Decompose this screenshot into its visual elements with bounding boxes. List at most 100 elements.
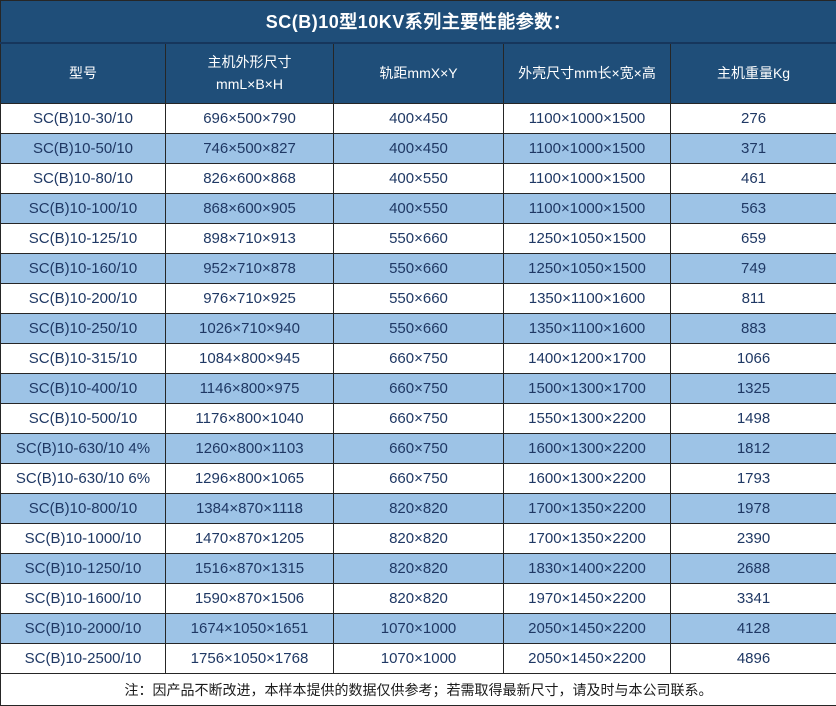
- table-cell: 1400×1200×1700: [504, 344, 671, 374]
- table-cell: 660×750: [334, 404, 504, 434]
- table-cell: 820×820: [334, 494, 504, 524]
- table-cell: 1600×1300×2200: [504, 434, 671, 464]
- table-cell: SC(B)10-400/10: [1, 374, 166, 404]
- table-cell: SC(B)10-315/10: [1, 344, 166, 374]
- table-cell: 1500×1300×1700: [504, 374, 671, 404]
- table-cell: 400×450: [334, 104, 504, 134]
- table-cell: SC(B)10-630/10 4%: [1, 434, 166, 464]
- table-cell: 1260×800×1103: [166, 434, 334, 464]
- table-cell: 820×820: [334, 584, 504, 614]
- table-cell: 820×820: [334, 554, 504, 584]
- table-cell: SC(B)10-80/10: [1, 164, 166, 194]
- table-cell: 1084×800×945: [166, 344, 334, 374]
- table-cell: 952×710×878: [166, 254, 334, 284]
- table-cell: 1978: [671, 494, 836, 524]
- col-header-model: 型号: [1, 43, 166, 104]
- table-cell: 2390: [671, 524, 836, 554]
- table-cell: SC(B)10-30/10: [1, 104, 166, 134]
- table-cell: SC(B)10-50/10: [1, 134, 166, 164]
- table-cell: 660×750: [334, 434, 504, 464]
- table-cell: 1350×1100×1600: [504, 314, 671, 344]
- table-cell: 1700×1350×2200: [504, 524, 671, 554]
- table-cell: 1350×1100×1600: [504, 284, 671, 314]
- table-cell: 1070×1000: [334, 614, 504, 644]
- table-cell: 400×550: [334, 194, 504, 224]
- col-header-track-gauge: 轨距mmX×Y: [334, 43, 504, 104]
- table-cell: 696×500×790: [166, 104, 334, 134]
- table-cell: 746×500×827: [166, 134, 334, 164]
- table-cell: SC(B)10-630/10 6%: [1, 464, 166, 494]
- table-cell: 1250×1050×1500: [504, 254, 671, 284]
- table-cell: 1590×870×1506: [166, 584, 334, 614]
- note-row: 注：因产品不断改进，本样本提供的数据仅供参考；若需取得最新尺寸，请及时与本公司联…: [1, 674, 836, 706]
- table-cell: 550×660: [334, 254, 504, 284]
- table-cell: 461: [671, 164, 836, 194]
- table-cell: 3341: [671, 584, 836, 614]
- table-cell: SC(B)10-2500/10: [1, 644, 166, 674]
- col-header-unit-dimensions-line2: mmL×B×H: [166, 73, 333, 95]
- table-cell: SC(B)10-200/10: [1, 284, 166, 314]
- table-cell: 1830×1400×2200: [504, 554, 671, 584]
- page-title: SC(B)10型10KV系列主要性能参数：: [1, 1, 836, 43]
- table-cell: SC(B)10-250/10: [1, 314, 166, 344]
- table-cell: 660×750: [334, 344, 504, 374]
- footer-note: 注：因产品不断改进，本样本提供的数据仅供参考；若需取得最新尺寸，请及时与本公司联…: [1, 674, 836, 706]
- title-row: SC(B)10型10KV系列主要性能参数：: [1, 1, 836, 43]
- table-cell: 1146×800×975: [166, 374, 334, 404]
- table-cell: 1700×1350×2200: [504, 494, 671, 524]
- table-cell: 550×660: [334, 224, 504, 254]
- table-cell: 660×750: [334, 374, 504, 404]
- table-cell: 550×660: [334, 284, 504, 314]
- table-cell: 826×600×868: [166, 164, 334, 194]
- table-cell: 371: [671, 134, 836, 164]
- table-cell: SC(B)10-1600/10: [1, 584, 166, 614]
- table-cell: 563: [671, 194, 836, 224]
- header-row: 型号 主机外形尺寸 mmL×B×H 轨距mmX×Y 外壳尺寸mm长×宽×高 主机…: [1, 43, 836, 104]
- table-cell: 883: [671, 314, 836, 344]
- table-cell: 4128: [671, 614, 836, 644]
- table-cell: 1674×1050×1651: [166, 614, 334, 644]
- table-cell: 2050×1450×2200: [504, 644, 671, 674]
- table-cell: 660×750: [334, 464, 504, 494]
- table-cell: 1066: [671, 344, 836, 374]
- table-cell: 811: [671, 284, 836, 314]
- table-cell: 1176×800×1040: [166, 404, 334, 434]
- table-cell: 1498: [671, 404, 836, 434]
- table-cell: 1100×1000×1500: [504, 194, 671, 224]
- table-cell: 1100×1000×1500: [504, 164, 671, 194]
- table-cell: 1516×870×1315: [166, 554, 334, 584]
- table-cell: 400×550: [334, 164, 504, 194]
- table-cell: SC(B)10-2000/10: [1, 614, 166, 644]
- table-cell: SC(B)10-100/10: [1, 194, 166, 224]
- table-cell: 2688: [671, 554, 836, 584]
- table-cell: SC(B)10-500/10: [1, 404, 166, 434]
- table-cell: 976×710×925: [166, 284, 334, 314]
- table-cell: 1812: [671, 434, 836, 464]
- col-header-unit-dimensions: 主机外形尺寸 mmL×B×H: [166, 43, 334, 104]
- table-cell: 400×450: [334, 134, 504, 164]
- table-cell: 1384×870×1118: [166, 494, 334, 524]
- table-cell: 749: [671, 254, 836, 284]
- table-cell: 898×710×913: [166, 224, 334, 254]
- table-cell: 820×820: [334, 524, 504, 554]
- table-cell: SC(B)10-1000/10: [1, 524, 166, 554]
- table-cell: 2050×1450×2200: [504, 614, 671, 644]
- table-cell: SC(B)10-125/10: [1, 224, 166, 254]
- table-cell: SC(B)10-1250/10: [1, 554, 166, 584]
- table-cell: SC(B)10-160/10: [1, 254, 166, 284]
- table-cell: 1325: [671, 374, 836, 404]
- col-header-shell-dimensions: 外壳尺寸mm长×宽×高: [504, 43, 671, 104]
